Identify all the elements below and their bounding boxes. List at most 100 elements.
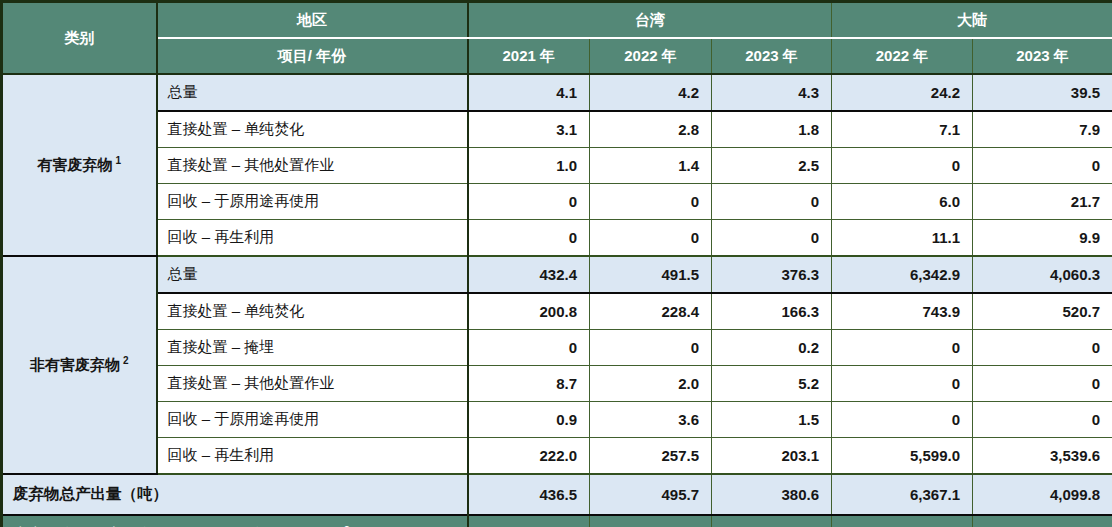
value-cell: 432.4 [468,256,590,293]
value-cell: 3.6 [590,402,712,438]
summary-value-cell: 0.017 [468,515,590,527]
value-cell: 1.5 [712,402,832,438]
item-cell: 回收 – 于原用途再使用 [157,402,468,438]
item-cell: 回收 – 再生利用 [157,220,468,257]
value-cell: 491.5 [590,256,712,293]
table-row: 有害废弃物1总量4.14.24.324.239.5 [2,74,1112,111]
value-cell: 0 [590,220,712,257]
total-output-row: 废弃物总产出量（吨）436.5495.7380.66,367.14,099.8 [2,474,1112,515]
value-cell: 7.9 [973,111,1112,148]
summary-label-cell: 废弃物产出强度（产出量(吨) / 营业额(百万元)）3 [2,515,468,527]
summary-value-cell: 436.5 [468,474,590,515]
value-cell: 0 [468,330,590,366]
table-row: 回收 – 于原用途再使用0006.021.7 [2,184,1112,220]
item-cell: 直接处置 – 掩埋 [157,330,468,366]
value-cell: 222.0 [468,438,590,475]
footnote-marker: 1 [115,155,121,166]
table-body: 有害废弃物1总量4.14.24.324.239.5直接处置 – 单纯焚化3.12… [2,74,1112,527]
value-cell: 3,539.6 [973,438,1112,475]
table-row: 直接处置 – 单纯焚化3.12.81.87.17.9 [2,111,1112,148]
value-cell: 0 [832,402,973,438]
value-cell: 2.0 [590,366,712,402]
value-cell: 0 [832,366,973,402]
header-item-year: 项目/ 年份 [157,38,468,74]
value-cell: 0.9 [468,402,590,438]
item-cell: 回收 – 再生利用 [157,438,468,475]
table-row: 回收 – 于原用途再使用0.93.61.500 [2,402,1112,438]
header-row-region: 类别 地区 台湾 大陆 [2,2,1112,39]
value-cell: 0.2 [712,330,832,366]
table-row: 直接处置 – 其他处置作业8.72.05.200 [2,366,1112,402]
item-cell: 直接处置 – 单纯焚化 [157,111,468,148]
table-row: 非有害废弃物2总量432.4491.5376.36,342.94,060.3 [2,256,1112,293]
item-cell: 总量 [157,256,468,293]
summary-value-cell: 0.015 [712,515,832,527]
category-cell: 非有害废弃物2 [2,256,157,474]
value-cell: 4.2 [590,74,712,111]
table-row: 回收 – 再生利用00011.19.9 [2,220,1112,257]
value-cell: 257.5 [590,438,712,475]
value-cell: 2.8 [590,111,712,148]
value-cell: 200.8 [468,293,590,330]
value-cell: 5,599.0 [832,438,973,475]
value-cell: 0 [832,148,973,184]
value-cell: 0 [590,330,712,366]
summary-value-cell: 4,099.8 [973,474,1112,515]
value-cell: 24.2 [832,74,973,111]
value-cell: 0 [468,220,590,257]
header-year-tw-2023: 2023 年 [712,38,832,74]
item-cell: 回收 – 于原用途再使用 [157,184,468,220]
table-row: 直接处置 – 其他处置作业1.01.42.500 [2,148,1112,184]
summary-label-cell: 废弃物总产出量（吨） [2,474,468,515]
value-cell: 11.1 [832,220,973,257]
summary-value-cell: 0.127 [973,515,1112,527]
summary-value-cell: 0.146 [832,515,973,527]
value-cell: 1.0 [468,148,590,184]
value-cell: 2.5 [712,148,832,184]
item-cell: 直接处置 – 其他处置作业 [157,366,468,402]
value-cell: 7.1 [832,111,973,148]
value-cell: 21.7 [973,184,1112,220]
value-cell: 6.0 [832,184,973,220]
header-row-years: 项目/ 年份 2021 年 2022 年 2023 年 2022 年 2023 … [2,38,1112,74]
header-year-cn-2023: 2023 年 [973,38,1112,74]
value-cell: 8.7 [468,366,590,402]
value-cell: 4,060.3 [973,256,1112,293]
value-cell: 0 [468,184,590,220]
value-cell: 1.4 [590,148,712,184]
value-cell: 0 [973,330,1112,366]
header-year-cn-2022: 2022 年 [832,38,973,74]
summary-value-cell: 0.016 [590,515,712,527]
value-cell: 203.1 [712,438,832,475]
header-year-tw-2022: 2022 年 [590,38,712,74]
value-cell: 39.5 [973,74,1112,111]
value-cell: 0 [973,148,1112,184]
value-cell: 0 [832,330,973,366]
footnote-marker: 2 [123,355,129,366]
value-cell: 0 [712,184,832,220]
value-cell: 4.1 [468,74,590,111]
value-cell: 0 [973,366,1112,402]
table-header: 类别 地区 台湾 大陆 项目/ 年份 2021 年 2022 年 2023 年 … [2,2,1112,75]
header-category: 类别 [2,2,157,75]
value-cell: 5.2 [712,366,832,402]
item-cell: 总量 [157,74,468,111]
value-cell: 228.4 [590,293,712,330]
value-cell: 166.3 [712,293,832,330]
summary-value-cell: 495.7 [590,474,712,515]
summary-value-cell: 380.6 [712,474,832,515]
header-region-taiwan: 台湾 [468,2,832,39]
value-cell: 1.8 [712,111,832,148]
header-region-mainland: 大陆 [832,2,1112,39]
table-row: 回收 – 再生利用222.0257.5203.15,599.03,539.6 [2,438,1112,475]
waste-output-table: 类别 地区 台湾 大陆 项目/ 年份 2021 年 2022 年 2023 年 … [0,0,1112,527]
table-row: 直接处置 – 单纯焚化200.8228.4166.3743.9520.7 [2,293,1112,330]
item-cell: 直接处置 – 其他处置作业 [157,148,468,184]
value-cell: 520.7 [973,293,1112,330]
value-cell: 376.3 [712,256,832,293]
table-row: 直接处置 – 掩埋000.200 [2,330,1112,366]
value-cell: 4.3 [712,74,832,111]
value-cell: 6,342.9 [832,256,973,293]
category-cell: 有害废弃物1 [2,74,157,256]
summary-value-cell: 6,367.1 [832,474,973,515]
